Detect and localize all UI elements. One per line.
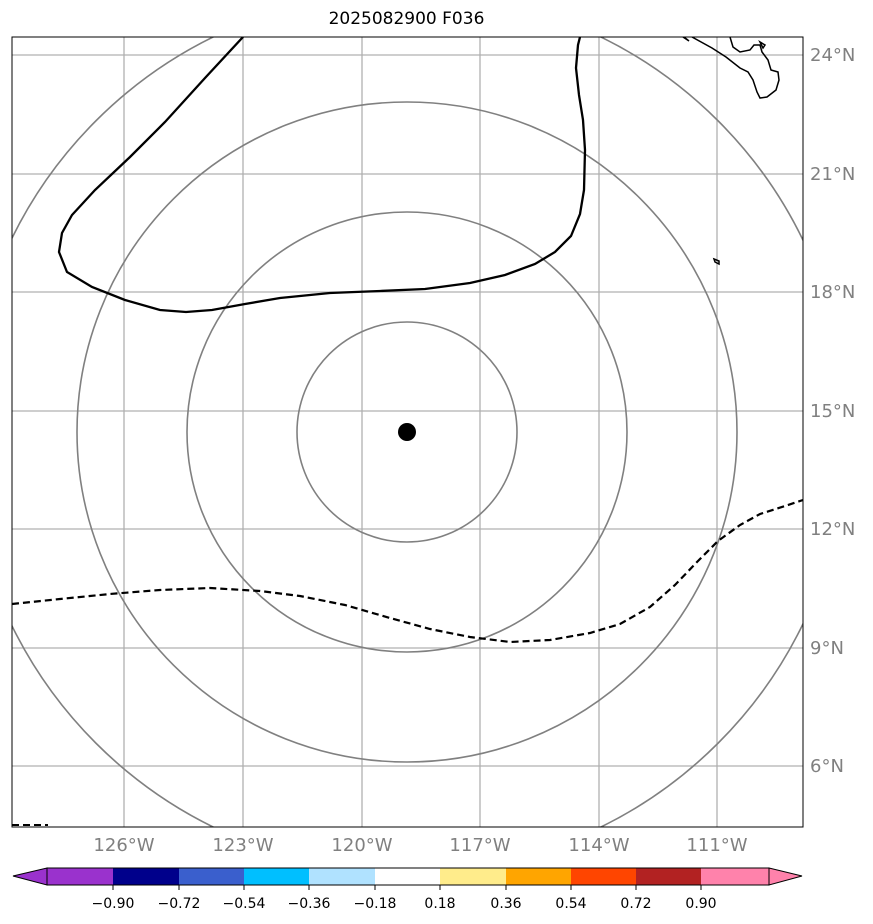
lat-label-6n: 6°N [810,756,844,777]
range-ring-3 [76,101,738,763]
solid-contour [57,37,587,314]
colorbar-outline [46,867,770,886]
island-socorro [712,257,720,266]
lat-labels: 24°N 21°N 18°N 15°N 12°N 9°N 6°N [810,45,855,777]
colorbar-bin-10 [636,868,701,885]
lon-labels: 126°W 123°W 120°W 117°W 114°W 111°W [93,835,747,856]
baja-coast [682,37,780,99]
colorbar-label-9: 0.72 [620,896,651,912]
graticule [12,37,803,827]
island-north [758,40,767,50]
lat-label-18n: 18°N [810,282,855,303]
lat-label-21n: 21°N [810,164,855,185]
colorbar-bin-9 [571,868,636,885]
range-rings [12,37,803,827]
colorbar-bin-3 [179,868,244,885]
colorbar-label-5: −0.18 [354,896,397,912]
lon-label-126w: 126°W [93,835,154,856]
range-ring-2 [186,211,628,653]
colorbar-ticks [112,885,702,890]
lat-label-12n: 12°N [810,519,855,540]
map-frame [11,36,804,828]
coastline [682,37,780,266]
storm-center-marker [398,423,416,441]
colorbar-label-10: 0.90 [685,896,716,912]
range-ring-1 [296,321,518,543]
colorbar-label-8: 0.54 [555,896,586,912]
range-ring-4 [12,37,803,827]
lat-label-24n: 24°N [810,45,855,66]
colorbar-bin-4 [244,868,309,885]
colorbar-extend-high [768,867,803,886]
colorbar: −0.90 −0.72 −0.54 −0.36 −0.18 0.18 0.36 … [12,867,803,912]
lon-label-111w: 111°W [686,835,747,856]
colorbar-label-6: 0.18 [424,896,455,912]
colorbar-bin-11 [701,868,769,885]
colorbar-bin-1 [47,868,113,885]
colorbar-bin-7 [440,868,506,885]
colorbar-bin-2 [113,868,179,885]
colorbar-extend-low [12,867,48,886]
dashed-contour [12,498,803,644]
colorbar-label-4: −0.36 [288,896,331,912]
map-title: 2025082900 F036 [328,9,485,29]
colorbar-label-1: −0.90 [92,896,135,912]
lon-label-123w: 123°W [212,835,273,856]
colorbar-bin-8 [506,868,571,885]
colorbar-label-3: −0.54 [223,896,266,912]
lat-label-9n: 9°N [810,638,844,659]
lat-label-15n: 15°N [810,401,855,422]
lon-label-114w: 114°W [568,835,629,856]
lon-label-120w: 120°W [331,835,392,856]
colorbar-label-2: −0.72 [158,896,201,912]
lon-label-117w: 117°W [449,835,510,856]
colorbar-bin-5 [309,868,375,885]
colorbar-label-7: 0.36 [490,896,521,912]
colorbar-bin-6 [375,868,440,885]
